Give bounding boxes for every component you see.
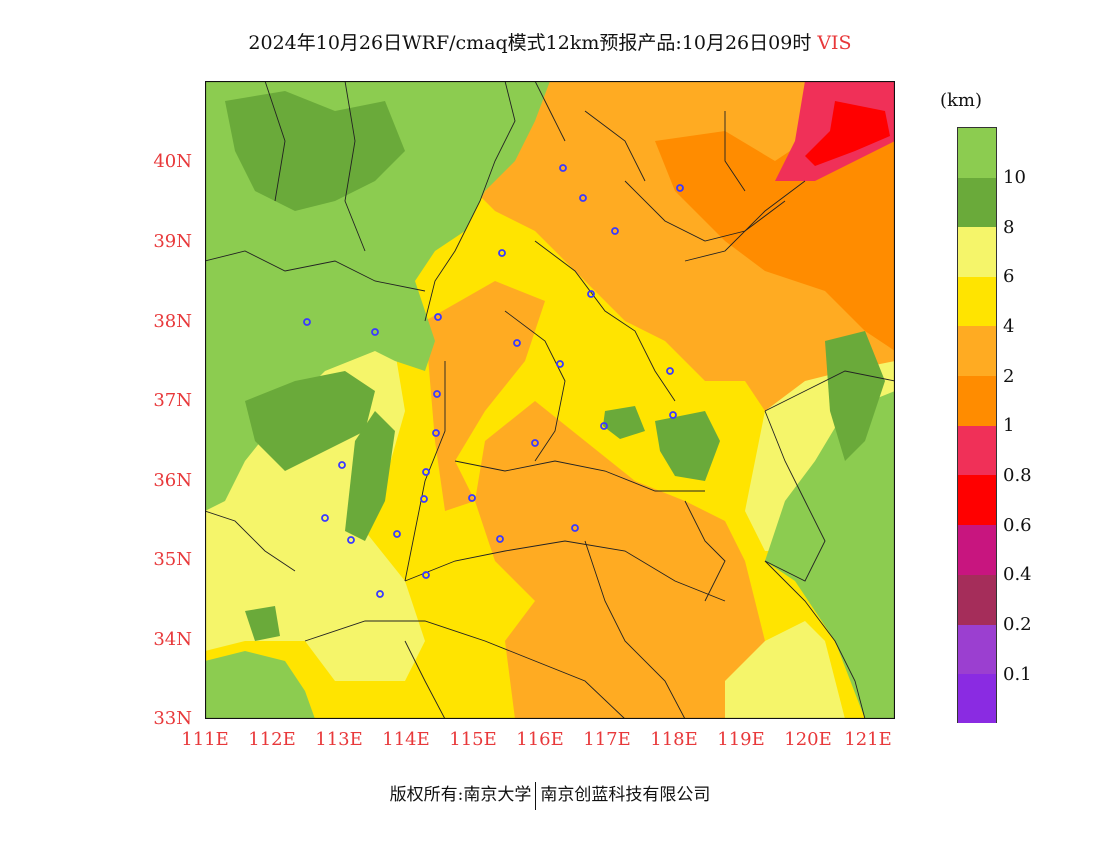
lat-label-33n: 33N <box>153 708 192 729</box>
legend-label-2: 2 <box>1003 366 1015 387</box>
station-marker <box>513 339 521 347</box>
map-panel <box>205 81 895 719</box>
map-border <box>205 81 895 719</box>
station-marker <box>587 290 595 298</box>
legend-label-1: 1 <box>1003 415 1015 436</box>
field-8to10-north <box>225 91 405 211</box>
station-marker <box>579 194 587 202</box>
legend-swatch-2 <box>958 575 996 625</box>
lat-label-34n: 34N <box>153 629 192 650</box>
field-8to10-sw <box>245 606 280 641</box>
station-marker <box>321 514 329 522</box>
station-marker <box>434 313 442 321</box>
station-marker <box>571 524 579 532</box>
station-marker <box>393 530 401 538</box>
lon-label-113e: 113E <box>315 729 363 750</box>
station-marker <box>559 164 567 172</box>
chart-title: 2024年10月26日WRF/cmaq模式12km预报产品:10月26日09时 V… <box>0 28 1100 55</box>
field-0.6to0.8 <box>805 101 890 166</box>
lon-label-115e: 115E <box>449 729 497 750</box>
station-marker <box>338 461 346 469</box>
legend-colorbar <box>957 127 997 723</box>
station-marker <box>432 429 440 437</box>
lat-label-35n: 35N <box>153 549 192 570</box>
station-marker <box>468 494 476 502</box>
visibility-map <box>205 81 895 719</box>
lon-label-111e: 111E <box>181 729 229 750</box>
footer-separator <box>535 781 537 810</box>
legend-swatch-4 <box>958 475 996 525</box>
legend-swatch-5 <box>958 426 996 475</box>
lon-label-114e: 114E <box>382 729 430 750</box>
lon-label-121e: 121E <box>844 729 892 750</box>
legend-label-0.4: 0.4 <box>1003 564 1032 585</box>
legend-swatch-7 <box>958 326 996 376</box>
station-marker <box>422 468 430 476</box>
legend-swatch-0 <box>958 674 996 723</box>
field-2to4-central <box>425 281 545 511</box>
legend-unit: (km) <box>940 90 983 111</box>
station-marker <box>303 318 311 326</box>
title-variable: VIS <box>817 32 852 54</box>
station-marker <box>531 439 539 447</box>
lon-label-117e: 117E <box>583 729 631 750</box>
station-marker <box>433 390 441 398</box>
lat-label-40n: 40N <box>153 151 192 172</box>
title-main: 2024年10月26日WRF/cmaq模式12km预报产品:10月26日09时 <box>248 32 812 54</box>
legend-label-0.1: 0.1 <box>1003 664 1032 685</box>
station-marker <box>496 535 504 543</box>
station-marker <box>666 367 674 375</box>
legend-swatch-3 <box>958 525 996 575</box>
lat-label-39n: 39N <box>153 231 192 252</box>
legend-swatch-1 <box>958 625 996 674</box>
station-marker <box>422 571 430 579</box>
station-marker <box>347 536 355 544</box>
field-8to10-east <box>655 411 720 481</box>
station-markers <box>303 164 684 598</box>
legend-swatch-10 <box>958 178 996 227</box>
field-gt10-east <box>765 391 895 719</box>
lon-label-119e: 119E <box>717 729 765 750</box>
legend-label-0.8: 0.8 <box>1003 465 1032 486</box>
legend-swatch-9 <box>958 227 996 277</box>
legend-label-4: 4 <box>1003 316 1015 337</box>
legend-label-6: 6 <box>1003 266 1015 287</box>
field-6to8-south <box>725 621 845 719</box>
lat-label-38n: 38N <box>153 311 192 332</box>
lon-label-116e: 116E <box>516 729 564 750</box>
boundaries <box>205 81 895 719</box>
station-marker <box>611 227 619 235</box>
field-2to4-south <box>475 401 795 719</box>
station-marker <box>676 184 684 192</box>
field-8to10-central <box>345 411 395 541</box>
field-8to10-coast <box>825 331 885 461</box>
lon-label-120e: 120E <box>784 729 832 750</box>
lon-label-118e: 118E <box>650 729 698 750</box>
footer-credits: 版权所有:南京大学 南京创蓝科技有限公司 <box>0 780 1100 810</box>
lat-label-37n: 37N <box>153 390 192 411</box>
station-marker <box>371 328 379 336</box>
lat-label-36n: 36N <box>153 470 192 491</box>
field-gt10-southwest <box>205 651 315 719</box>
legend-swatch-11 <box>958 128 996 178</box>
footer-company: 南京创蓝科技有限公司 <box>540 785 711 805</box>
station-marker <box>498 249 506 257</box>
station-marker <box>420 495 428 503</box>
station-marker <box>669 411 677 419</box>
field-8to10-west <box>245 371 375 471</box>
legend-swatch-8 <box>958 277 996 326</box>
legend-label-10: 10 <box>1003 167 1026 188</box>
legend-label-0.6: 0.6 <box>1003 515 1032 536</box>
field-8to10-east2 <box>603 406 645 439</box>
station-marker <box>376 590 384 598</box>
footer-copyright: 版权所有:南京大学 <box>389 785 532 805</box>
station-marker <box>600 422 608 430</box>
lon-label-112e: 112E <box>248 729 296 750</box>
station-marker <box>556 360 564 368</box>
legend-label-8: 8 <box>1003 217 1015 238</box>
legend-label-0.2: 0.2 <box>1003 614 1032 635</box>
legend-swatch-6 <box>958 376 996 426</box>
